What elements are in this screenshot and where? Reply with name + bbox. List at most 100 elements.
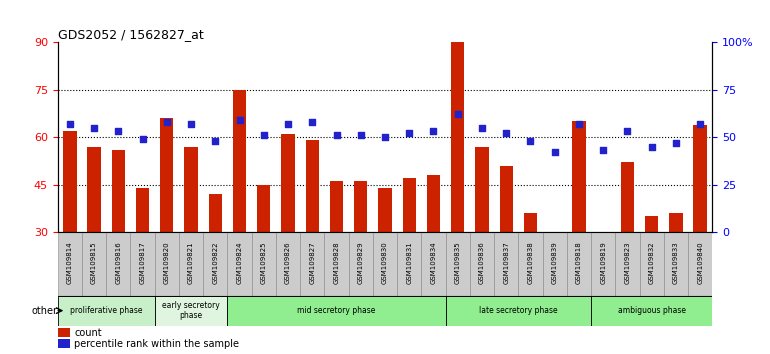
- Bar: [130, 232, 155, 296]
- Text: GSM109835: GSM109835: [455, 241, 460, 284]
- Text: GSM109820: GSM109820: [164, 241, 170, 284]
- Point: [112, 129, 125, 134]
- Bar: [446, 296, 591, 326]
- Point: [161, 119, 173, 125]
- Bar: [688, 232, 712, 296]
- Text: GSM109828: GSM109828: [333, 241, 340, 284]
- Point: [355, 132, 367, 138]
- Text: GSM109833: GSM109833: [673, 241, 679, 284]
- Bar: [548, 232, 561, 238]
- Point: [476, 125, 488, 131]
- Text: GSM109816: GSM109816: [116, 241, 122, 284]
- Bar: [451, 42, 464, 232]
- Bar: [500, 166, 513, 232]
- Bar: [373, 232, 397, 296]
- Text: GSM109837: GSM109837: [504, 241, 509, 284]
- Bar: [58, 339, 69, 348]
- Text: GSM109829: GSM109829: [358, 241, 363, 284]
- Bar: [640, 232, 664, 296]
- Text: percentile rank within the sample: percentile rank within the sample: [74, 339, 239, 349]
- Text: GSM109821: GSM109821: [188, 241, 194, 284]
- Point: [403, 131, 415, 136]
- Bar: [63, 131, 76, 232]
- Text: ambiguous phase: ambiguous phase: [618, 306, 685, 315]
- Text: GSM109832: GSM109832: [648, 241, 654, 284]
- Bar: [669, 213, 682, 232]
- Text: GDS2052 / 1562827_at: GDS2052 / 1562827_at: [58, 28, 203, 41]
- Bar: [591, 296, 712, 326]
- Text: GSM109818: GSM109818: [576, 241, 582, 284]
- Bar: [470, 232, 494, 296]
- Bar: [58, 328, 69, 337]
- Bar: [518, 232, 543, 296]
- Point: [282, 121, 294, 127]
- Point: [64, 121, 76, 127]
- Bar: [494, 232, 518, 296]
- Bar: [209, 194, 222, 232]
- Text: GSM109823: GSM109823: [624, 241, 631, 284]
- Point: [330, 132, 343, 138]
- Bar: [567, 232, 591, 296]
- Bar: [621, 162, 634, 232]
- Text: GSM109827: GSM109827: [310, 241, 315, 284]
- Bar: [421, 232, 446, 296]
- Text: late secretory phase: late secretory phase: [479, 306, 557, 315]
- Bar: [82, 232, 106, 296]
- Text: GSM109830: GSM109830: [382, 241, 388, 284]
- Point: [306, 119, 319, 125]
- Point: [136, 136, 149, 142]
- Point: [670, 140, 682, 146]
- Text: GSM109819: GSM109819: [600, 241, 606, 284]
- Text: GSM109825: GSM109825: [261, 241, 266, 284]
- Bar: [281, 134, 295, 232]
- Bar: [349, 232, 373, 296]
- Bar: [378, 188, 392, 232]
- Text: proliferative phase: proliferative phase: [70, 306, 142, 315]
- Text: GSM109815: GSM109815: [91, 241, 97, 284]
- Point: [209, 138, 222, 144]
- Text: GSM109822: GSM109822: [213, 241, 219, 284]
- Bar: [179, 232, 203, 296]
- Bar: [324, 232, 349, 296]
- Point: [524, 138, 537, 144]
- Text: GSM109817: GSM109817: [139, 241, 146, 284]
- Bar: [88, 147, 101, 232]
- Bar: [184, 147, 198, 232]
- Bar: [664, 232, 688, 296]
- Text: GSM109834: GSM109834: [430, 241, 437, 284]
- Point: [621, 129, 634, 134]
- Text: GSM109838: GSM109838: [527, 241, 534, 284]
- Point: [233, 117, 246, 123]
- Bar: [112, 150, 125, 232]
- Text: GSM109840: GSM109840: [697, 241, 703, 284]
- Text: GSM109836: GSM109836: [479, 241, 485, 284]
- Text: other: other: [32, 306, 58, 316]
- Text: GSM109831: GSM109831: [407, 241, 412, 284]
- Bar: [403, 178, 416, 232]
- Bar: [572, 121, 586, 232]
- Text: GSM109826: GSM109826: [285, 241, 291, 284]
- Bar: [397, 232, 421, 296]
- Bar: [330, 181, 343, 232]
- Bar: [475, 147, 489, 232]
- Text: GSM109814: GSM109814: [67, 241, 73, 284]
- Bar: [203, 232, 227, 296]
- Point: [548, 149, 561, 155]
- Bar: [427, 175, 440, 232]
- Bar: [257, 184, 270, 232]
- Bar: [58, 232, 82, 296]
- Bar: [615, 232, 640, 296]
- Bar: [645, 216, 658, 232]
- Point: [573, 121, 585, 127]
- Text: early secretory
phase: early secretory phase: [162, 301, 220, 320]
- Point: [451, 112, 464, 117]
- Bar: [543, 232, 567, 296]
- Bar: [227, 296, 446, 326]
- Point: [88, 125, 100, 131]
- Point: [379, 135, 391, 140]
- Bar: [524, 213, 537, 232]
- Bar: [694, 125, 707, 232]
- Text: GSM109824: GSM109824: [236, 241, 243, 284]
- Point: [500, 131, 512, 136]
- Bar: [58, 296, 155, 326]
